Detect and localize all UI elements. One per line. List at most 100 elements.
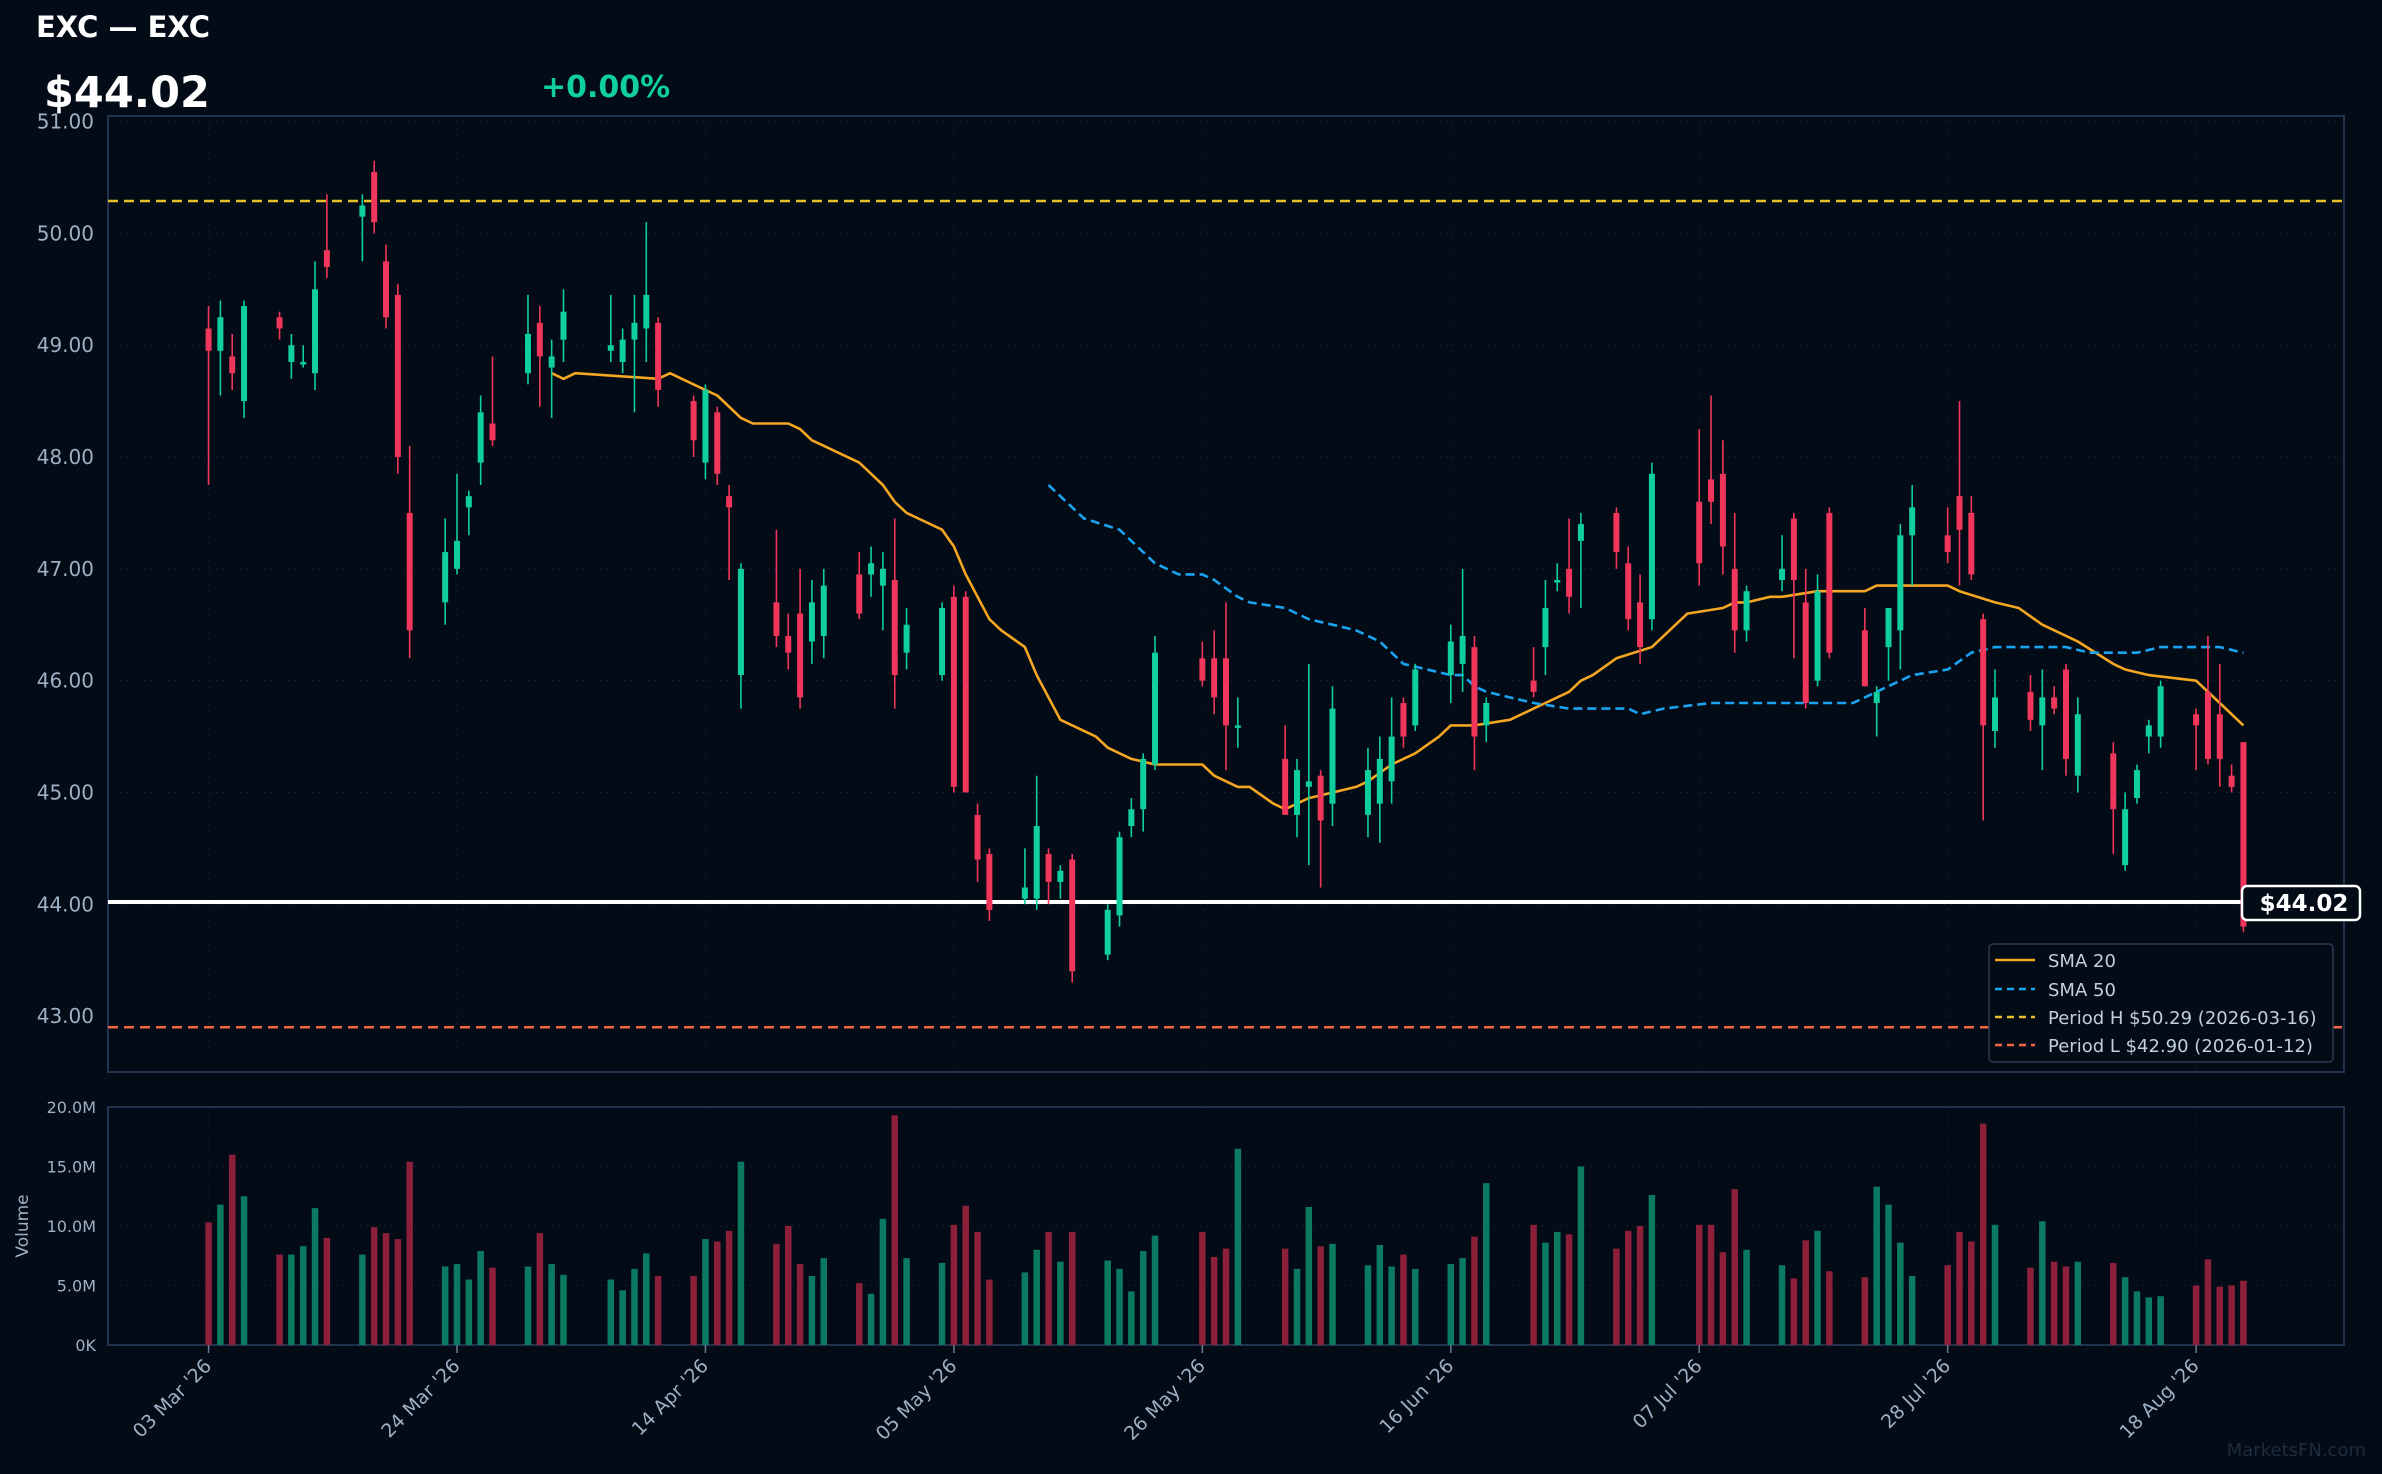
candle-body-up xyxy=(2133,770,2140,799)
current-price: $44.02 xyxy=(44,68,210,118)
candle-body-down xyxy=(797,613,804,698)
volume-bar-down xyxy=(785,1226,792,1345)
candle-body-up xyxy=(1388,736,1395,782)
candle-body-down xyxy=(974,814,981,860)
candle-body-up xyxy=(820,585,827,636)
candle-body-up xyxy=(1814,591,1821,681)
volume-bar-down xyxy=(1695,1224,1703,1345)
volume-bar-up xyxy=(808,1275,816,1345)
candle-body-down xyxy=(1944,535,1951,553)
candle-body-down xyxy=(1980,619,1987,726)
volume-bar-up xyxy=(1329,1243,1336,1345)
candle-body-down xyxy=(2228,775,2235,787)
volume-bar-up xyxy=(311,1208,319,1345)
candle-body-down xyxy=(1471,647,1478,737)
candle-body-down xyxy=(1199,658,1206,681)
candle-body-down xyxy=(856,574,863,614)
candle-body-down xyxy=(536,322,543,357)
volume-bar-up xyxy=(1991,1224,1999,1345)
price-tick-label: 43.00 xyxy=(37,1004,94,1028)
volume-bar-down xyxy=(1636,1226,1644,1345)
legend: SMA 20 SMA 50 Period H $50.29 (2026-03-1… xyxy=(1988,943,2334,1063)
volume-bar-up xyxy=(1743,1249,1750,1345)
candle-body-up xyxy=(1648,473,1655,620)
candle-body-up xyxy=(1897,535,1904,631)
volume-bars xyxy=(205,1115,2247,1345)
candle-body-down xyxy=(950,596,957,787)
volume-bar-down xyxy=(1802,1240,1809,1345)
candle-body-up xyxy=(1128,809,1135,827)
candle-body-up xyxy=(1293,770,1300,815)
volume-bar-down xyxy=(205,1222,212,1345)
volume-bar-down xyxy=(690,1275,697,1345)
candle-body-down xyxy=(1968,512,1975,575)
volume-bar-down xyxy=(654,1275,662,1345)
legend-label-period-high: Period H $50.29 (2026-03-16) xyxy=(2048,1008,2316,1029)
candle-body-up xyxy=(312,289,319,374)
candle-body-down xyxy=(962,596,969,793)
candle-body-down xyxy=(1625,563,1632,620)
candle-body-up xyxy=(1234,725,1241,728)
legend-label-sma20: SMA 20 xyxy=(2048,951,2116,972)
watermark: MarketsFN.com xyxy=(2227,1440,2366,1461)
candle-body-up xyxy=(607,345,614,351)
candle-body-up xyxy=(1364,770,1371,815)
candle-body-up xyxy=(1033,826,1040,899)
candle-body-up xyxy=(1152,652,1159,765)
candle-body-down xyxy=(2110,753,2117,810)
volume-bar-down xyxy=(1471,1236,1478,1345)
candle-body-down xyxy=(785,635,792,653)
candle-body-up xyxy=(737,568,744,676)
volume-bar-down xyxy=(974,1231,981,1345)
volume-bar-up xyxy=(1388,1266,1395,1345)
candle-body-down xyxy=(1317,775,1324,821)
volume-bar-up xyxy=(1885,1204,1892,1345)
volume-bar-up xyxy=(820,1258,828,1345)
candle-body-down xyxy=(726,496,733,508)
volume-bar-up xyxy=(631,1268,638,1345)
volume-bar-down xyxy=(536,1233,544,1345)
candle-body-up xyxy=(241,306,248,402)
volume-bar-up xyxy=(1873,1186,1880,1345)
volume-bar-up xyxy=(1116,1268,1123,1345)
candle-body-up xyxy=(560,311,567,340)
legend-box xyxy=(1988,943,2334,1063)
volume-bar-up xyxy=(879,1218,887,1345)
price-change: +0.00% xyxy=(541,70,670,105)
volume-tick-label: 20.0M xyxy=(47,1098,96,1117)
candle-body-down xyxy=(1282,758,1289,815)
candle-body-up xyxy=(702,389,709,463)
volume-tick-label: 5.0M xyxy=(57,1277,96,1296)
candle-body-up xyxy=(2157,686,2164,737)
candle-body-down xyxy=(2204,691,2211,759)
volume-bar-up xyxy=(1376,1245,1384,1345)
volume-bar-down xyxy=(228,1154,236,1345)
volume-bar-up xyxy=(1542,1242,1549,1345)
volume-bar-down xyxy=(1613,1248,1620,1345)
volume-bar-up xyxy=(217,1204,224,1345)
volume-bar-down xyxy=(1956,1231,1963,1345)
candle-body-down xyxy=(1613,512,1620,553)
candle-body-up xyxy=(2145,725,2152,737)
candle-body-up xyxy=(1483,703,1490,726)
candle-body-up xyxy=(1554,580,1561,583)
price-tick-label: 50.00 xyxy=(37,221,94,245)
volume-bar-up xyxy=(1459,1258,1466,1345)
volume-bar-down xyxy=(1045,1231,1052,1345)
volume-bar-down xyxy=(2027,1267,2034,1345)
last-price-box xyxy=(2240,884,2362,922)
volume-bar-up xyxy=(1554,1231,1561,1345)
candle-body-up xyxy=(1116,837,1123,916)
volume-bar-down xyxy=(1968,1241,1975,1345)
volume-bar-up xyxy=(359,1254,366,1345)
volume-bar-up xyxy=(560,1274,567,1345)
volume-bar-up xyxy=(1778,1265,1786,1345)
volume-bar-up xyxy=(607,1279,615,1345)
candle-body-up xyxy=(1376,758,1383,804)
candle-body-down xyxy=(1708,479,1715,502)
candle-body-up xyxy=(1104,909,1111,955)
candle-body-down xyxy=(655,322,662,390)
volume-bar-up xyxy=(441,1266,449,1345)
price-tick-label: 46.00 xyxy=(37,669,94,693)
